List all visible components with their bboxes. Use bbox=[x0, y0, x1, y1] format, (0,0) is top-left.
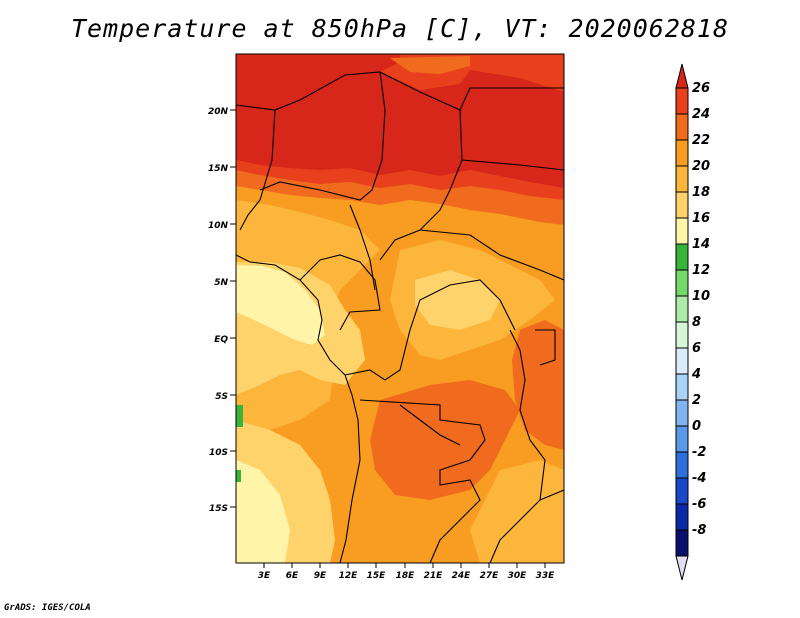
colorbar-arrow-bottom bbox=[675, 555, 689, 581]
lat-label-eq: EQ bbox=[214, 335, 228, 345]
colorbar-box bbox=[675, 347, 689, 375]
cold-cell-2 bbox=[236, 470, 241, 482]
colorbar-box bbox=[675, 321, 689, 349]
lat-label-5n: 5N bbox=[214, 278, 228, 288]
colorbar-box bbox=[675, 425, 689, 453]
map-frame bbox=[235, 53, 565, 564]
lon-label-18e: 18E bbox=[396, 571, 416, 581]
lon-label-12e: 12E bbox=[339, 571, 359, 581]
colorbar-box bbox=[675, 451, 689, 479]
band-22-southeast bbox=[512, 320, 564, 450]
lat-label-5s: 5S bbox=[215, 392, 228, 402]
country-borders bbox=[236, 71, 564, 563]
colorbar-label-0: 0 bbox=[692, 419, 701, 434]
colorbar-box bbox=[675, 243, 689, 271]
lon-label-9e: 9E bbox=[314, 571, 327, 581]
colorbar-box bbox=[675, 269, 689, 297]
colorbar-box bbox=[675, 503, 689, 531]
temperature-field bbox=[236, 54, 564, 563]
band-16-18-central bbox=[415, 270, 500, 330]
colorbar-label-22: 22 bbox=[692, 133, 710, 148]
colorbar-box bbox=[675, 529, 689, 557]
colorbar-label-20: 20 bbox=[692, 159, 710, 174]
colorbar-box bbox=[675, 399, 689, 427]
band-north-orange bbox=[390, 56, 470, 74]
colorbar-label-2: 2 bbox=[692, 393, 701, 408]
lat-label-15n: 15N bbox=[208, 164, 229, 174]
colorbar-box bbox=[675, 139, 689, 167]
lon-label-33e: 33E bbox=[536, 571, 556, 581]
lon-label-21e: 21E bbox=[424, 571, 444, 581]
latitude-axis: 20N 15N 10N 5N EQ 5S 10S 15S bbox=[208, 107, 236, 514]
colorbar-label-neg2: -2 bbox=[692, 445, 706, 460]
colorbar-box bbox=[675, 295, 689, 323]
band-14-16-coast bbox=[236, 265, 325, 345]
colorbar-label-4: 4 bbox=[691, 367, 701, 382]
lat-label-15s: 15S bbox=[209, 504, 228, 514]
colorbar bbox=[675, 63, 689, 581]
colorbar-label-12: 12 bbox=[692, 263, 710, 278]
colorbar-label-6: 6 bbox=[692, 341, 701, 356]
colorbar-box bbox=[675, 165, 689, 193]
colorbar-box bbox=[675, 477, 689, 505]
lon-label-15e: 15E bbox=[367, 571, 387, 581]
colorbar-label-24: 24 bbox=[692, 107, 710, 122]
colorbar-label-14: 14 bbox=[692, 237, 710, 252]
credit-text: GrADS: IGES/COLA bbox=[4, 603, 91, 613]
colorbar-label-26: 26 bbox=[692, 81, 710, 96]
lon-label-27e: 27E bbox=[480, 571, 500, 581]
lat-label-10s: 10S bbox=[209, 448, 228, 458]
colorbar-box bbox=[675, 113, 689, 141]
lat-label-10n: 10N bbox=[208, 221, 229, 231]
map-title: Temperature at 850hPa [C], VT: 202006281… bbox=[70, 14, 730, 43]
colorbar-box bbox=[675, 87, 689, 115]
colorbar-label-neg4: -4 bbox=[692, 471, 706, 486]
colorbar-box bbox=[675, 373, 689, 401]
lon-label-24e: 24E bbox=[452, 571, 472, 581]
colorbar-label-8: 8 bbox=[692, 315, 701, 330]
colorbar-label-18: 18 bbox=[692, 185, 710, 200]
colorbar-label-neg6: -6 bbox=[692, 497, 706, 512]
lat-label-20n: 20N bbox=[208, 107, 229, 117]
colorbar-label-neg8: -8 bbox=[692, 523, 706, 538]
colorbar-box bbox=[675, 217, 689, 245]
lon-label-3e: 3E bbox=[258, 571, 271, 581]
band-14-16-southwest bbox=[236, 460, 290, 563]
colorbar-arrow-top bbox=[675, 63, 689, 89]
colorbar-labels: 26 24 22 20 18 16 14 12 10 8 6 4 2 0 -2 … bbox=[691, 81, 710, 538]
longitude-axis: 3E 6E 9E 12E 15E 18E 21E 24E 27E 30E 33E bbox=[258, 563, 555, 581]
colorbar-label-16: 16 bbox=[692, 211, 710, 226]
band-18-20-southeast bbox=[470, 460, 564, 563]
lon-label-30e: 30E bbox=[508, 571, 528, 581]
colorbar-label-10: 10 bbox=[692, 289, 710, 304]
colorbar-box bbox=[675, 191, 689, 219]
lon-label-6e: 6E bbox=[286, 571, 299, 581]
cold-cell-1 bbox=[236, 405, 243, 427]
